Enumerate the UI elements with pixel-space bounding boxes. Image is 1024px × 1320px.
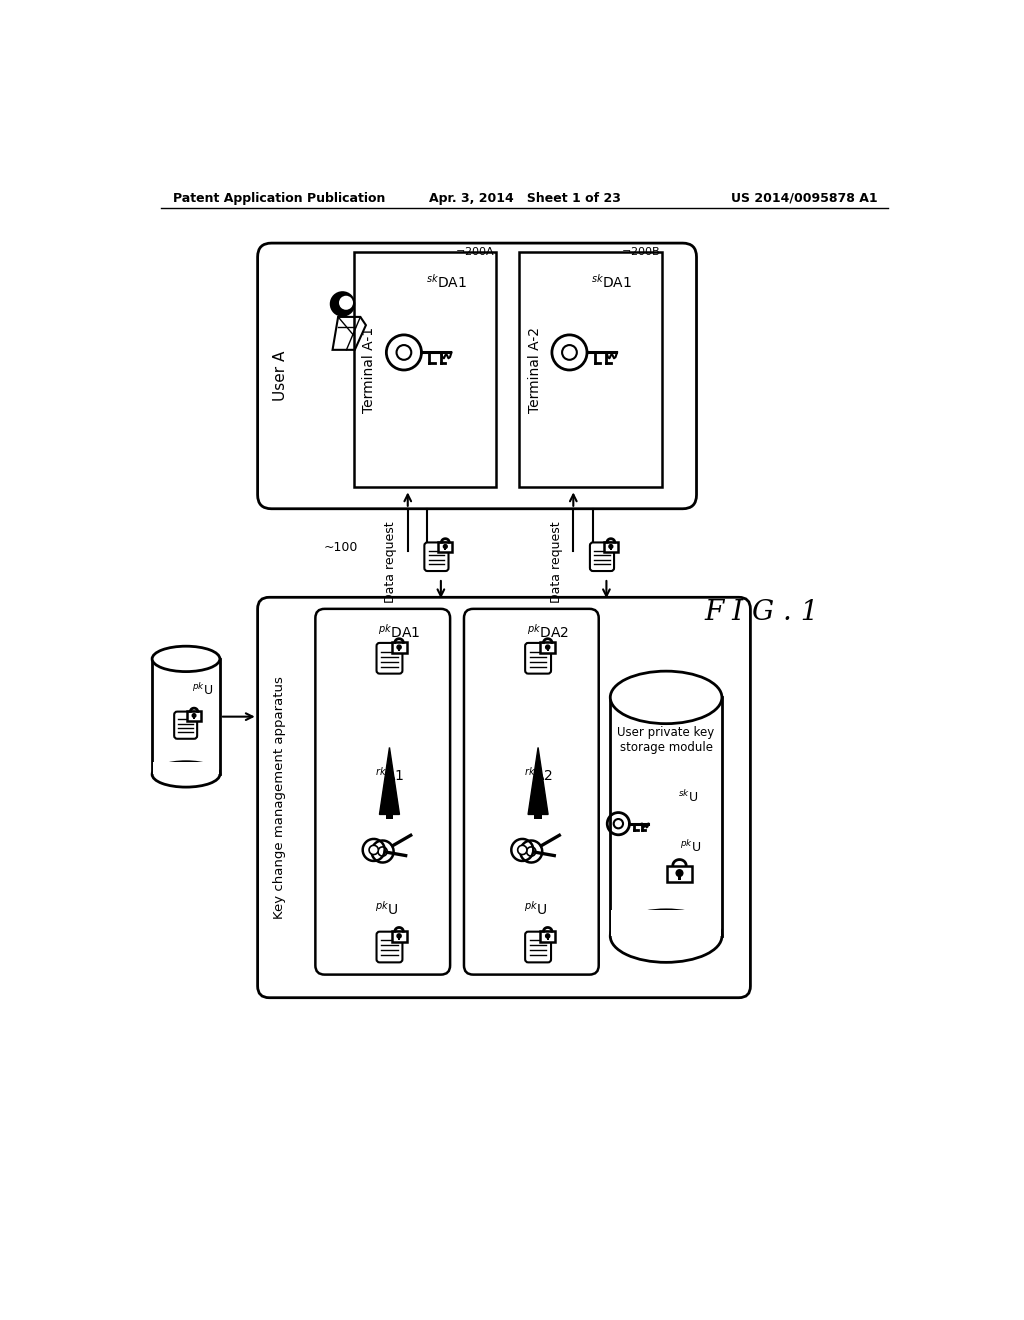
Ellipse shape <box>153 647 220 672</box>
FancyBboxPatch shape <box>590 543 614 572</box>
Text: $^{sk}$DA1: $^{sk}$DA1 <box>592 273 633 290</box>
FancyBboxPatch shape <box>258 243 696 508</box>
Text: $^{pk}$U: $^{pk}$U <box>680 840 701 855</box>
Circle shape <box>397 933 401 939</box>
Circle shape <box>369 845 378 854</box>
Text: Terminal A-2: Terminal A-2 <box>527 327 542 413</box>
Text: $\neg$200B: $\neg$200B <box>621 246 660 257</box>
Bar <box>604 543 617 552</box>
Circle shape <box>443 545 447 548</box>
Text: $\neg$200A: $\neg$200A <box>455 246 495 257</box>
Polygon shape <box>380 747 399 814</box>
FancyBboxPatch shape <box>174 711 198 739</box>
Bar <box>540 931 555 941</box>
Text: US 2014/0095878 A1: US 2014/0095878 A1 <box>731 191 878 205</box>
Bar <box>187 711 201 721</box>
Bar <box>547 937 549 940</box>
Text: $^{pk}$U: $^{pk}$U <box>523 900 547 919</box>
Bar <box>391 931 407 941</box>
Text: User A: User A <box>273 351 288 401</box>
Bar <box>354 252 497 487</box>
FancyBboxPatch shape <box>377 932 402 962</box>
FancyBboxPatch shape <box>464 609 599 974</box>
Circle shape <box>526 847 536 857</box>
Ellipse shape <box>610 909 722 962</box>
Bar <box>678 875 681 879</box>
Bar <box>398 937 400 940</box>
FancyBboxPatch shape <box>424 543 449 572</box>
Bar <box>539 833 561 847</box>
Text: $^{pk}$U: $^{pk}$U <box>193 681 214 698</box>
Circle shape <box>518 845 527 854</box>
Bar <box>383 850 408 858</box>
Text: Apr. 3, 2014   Sheet 1 of 23: Apr. 3, 2014 Sheet 1 of 23 <box>429 191 621 205</box>
Text: ~100: ~100 <box>324 541 357 554</box>
Circle shape <box>676 870 683 876</box>
Circle shape <box>546 933 550 939</box>
Circle shape <box>339 296 353 310</box>
Bar <box>386 793 393 818</box>
Bar <box>390 833 413 847</box>
Text: $^{pk}$DA1: $^{pk}$DA1 <box>378 623 420 642</box>
Text: $^{pk}$U: $^{pk}$U <box>375 900 398 919</box>
Bar <box>668 866 691 882</box>
Bar <box>535 793 542 818</box>
Circle shape <box>193 714 196 717</box>
Text: Data request: Data request <box>384 521 397 603</box>
Text: Patent Application Publication: Patent Application Publication <box>173 191 385 205</box>
Circle shape <box>609 545 612 548</box>
Text: $^{sk}$U: $^{sk}$U <box>678 789 698 805</box>
Bar <box>391 643 407 653</box>
Bar <box>547 648 549 651</box>
Bar <box>531 850 556 858</box>
Text: ~10: ~10 <box>162 660 187 673</box>
Bar <box>519 252 662 487</box>
Text: User private key
storage module: User private key storage module <box>617 726 715 754</box>
Text: F I G . 1: F I G . 1 <box>705 599 819 626</box>
Bar <box>610 697 722 936</box>
Ellipse shape <box>610 671 722 723</box>
Text: $^{rk}$A1: $^{rk}$A1 <box>375 766 404 783</box>
FancyBboxPatch shape <box>525 643 551 673</box>
Bar <box>194 717 195 719</box>
Bar <box>444 548 446 550</box>
FancyBboxPatch shape <box>258 598 751 998</box>
Bar <box>153 762 219 775</box>
Bar <box>610 548 611 550</box>
Bar <box>438 543 453 552</box>
Text: $^{rk}$A2: $^{rk}$A2 <box>523 766 553 783</box>
Text: $^{sk}$DA1: $^{sk}$DA1 <box>426 273 467 290</box>
Bar <box>153 659 220 775</box>
FancyBboxPatch shape <box>525 932 551 962</box>
Circle shape <box>331 292 354 315</box>
Polygon shape <box>528 747 548 814</box>
Text: Key change management apparatus: Key change management apparatus <box>272 676 286 919</box>
Text: Terminal A-1: Terminal A-1 <box>362 327 376 413</box>
FancyBboxPatch shape <box>315 609 451 974</box>
Bar <box>398 648 400 651</box>
Circle shape <box>397 645 401 649</box>
Text: $^{pk}$DA2: $^{pk}$DA2 <box>526 623 568 642</box>
Bar <box>611 909 721 936</box>
FancyBboxPatch shape <box>377 643 402 673</box>
Bar <box>540 643 555 653</box>
Circle shape <box>546 645 550 649</box>
Text: ~103: ~103 <box>616 921 650 935</box>
Ellipse shape <box>153 762 220 787</box>
Text: Data request: Data request <box>550 521 563 603</box>
Circle shape <box>378 847 387 857</box>
